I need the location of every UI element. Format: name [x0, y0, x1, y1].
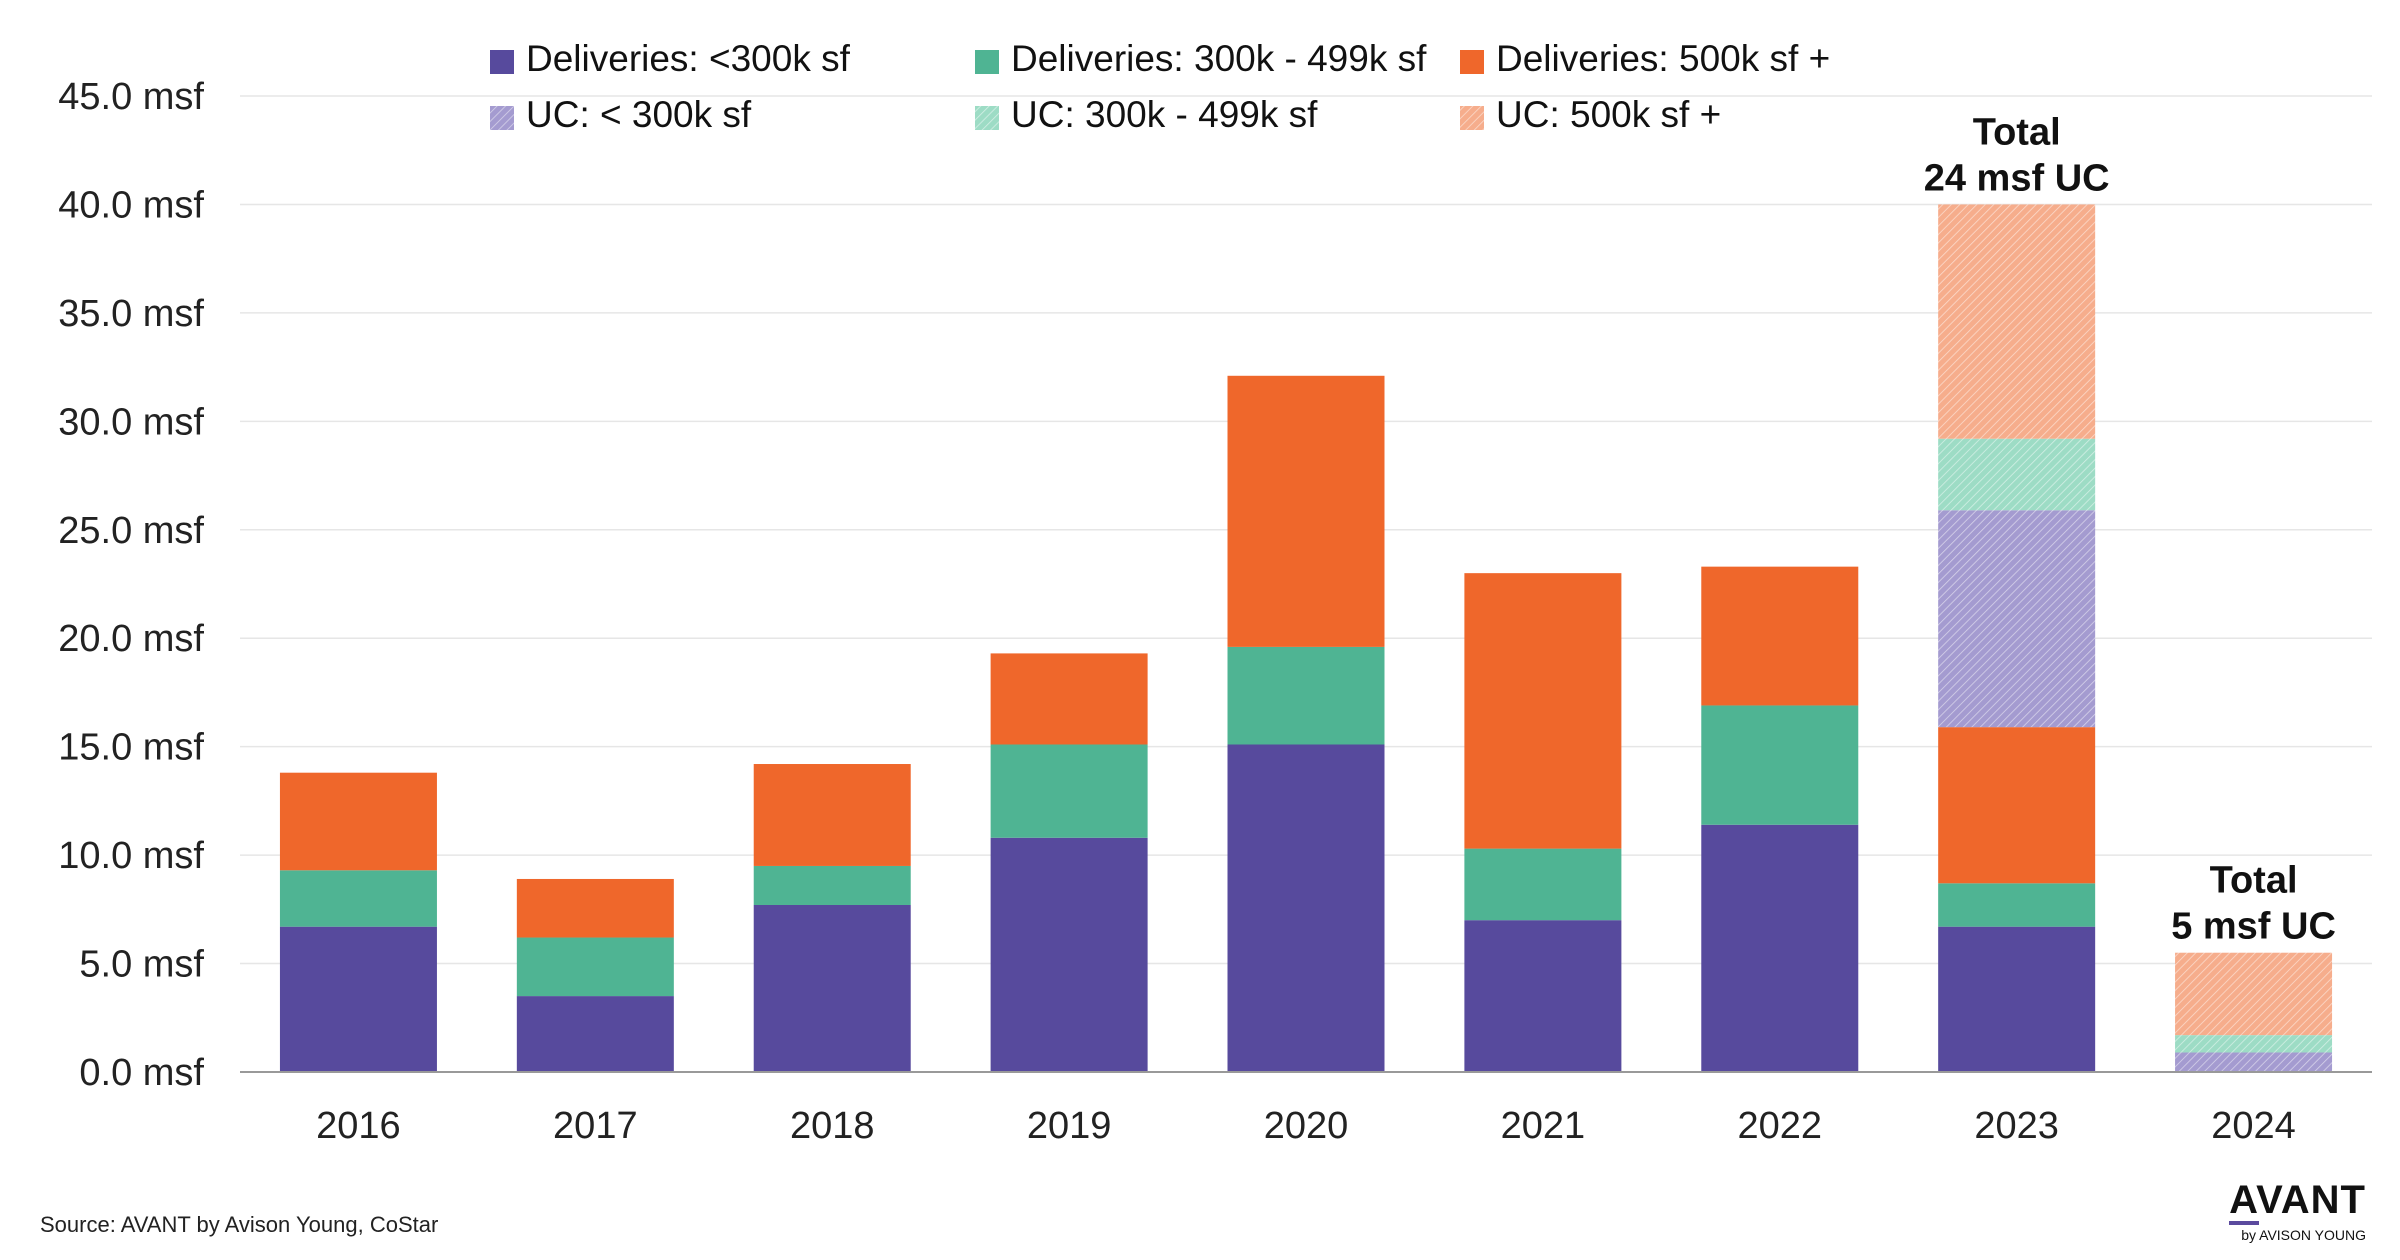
legend-swatch — [490, 50, 514, 74]
legend-label: Deliveries: <300k sf — [526, 38, 851, 79]
bar-segment-del_500-2016 — [279, 772, 437, 871]
bar-segment-del_lt300-2020 — [1227, 744, 1385, 1072]
brand-underline — [2229, 1221, 2260, 1225]
legend-item-uc_lt300: UC: < 300k sf — [490, 94, 752, 135]
y-tick-label: 5.0 msf — [79, 944, 204, 986]
x-tick-label: 2020 — [1264, 1105, 1349, 1147]
y-tick-label: 15.0 msf — [58, 727, 204, 769]
y-tick-label: 25.0 msf — [58, 510, 204, 552]
legend-label: UC: 500k sf + — [1496, 94, 1721, 135]
y-tick-label: 20.0 msf — [58, 618, 204, 660]
bar-segment-uc_lt300-2024 — [2175, 1052, 2333, 1072]
x-tick-label: 2018 — [790, 1105, 875, 1147]
bar-segment-del_lt300-2017 — [516, 996, 674, 1072]
x-axis-ticks: 2016 2017 2018 2019 2020 2021 2022 2023 2024 — [316, 1105, 2296, 1147]
annotation-2024-line-2: 5 msf UC — [2171, 906, 2336, 948]
bar-segment-del_300_499-2016 — [279, 870, 437, 927]
legend-item-del_500: Deliveries: 500k sf + — [1460, 38, 1830, 79]
bar-segment-uc_500-2024 — [2175, 952, 2333, 1036]
legend-swatch — [1460, 106, 1484, 130]
legend-item-del_300_499: Deliveries: 300k - 499k sf — [975, 38, 1427, 79]
bar-group-2018 — [753, 764, 911, 1072]
legend-item-uc_300_499: UC: 300k - 499k sf — [975, 94, 1318, 135]
bar-group-2016 — [279, 772, 437, 1072]
x-tick-label: 2016 — [316, 1105, 401, 1147]
bar-segment-del_lt300-2016 — [279, 926, 437, 1072]
legend-label: Deliveries: 500k sf + — [1496, 38, 1830, 79]
bar-segment-uc_300_499-2024 — [2175, 1035, 2333, 1053]
bar-segment-del_500-2020 — [1227, 375, 1385, 647]
annotation-2023-line-2: 24 msf UC — [1924, 157, 2110, 199]
bar-group-2023 — [1938, 204, 2096, 1072]
bars — [279, 204, 2333, 1072]
brand-subtitle: by AVISON YOUNG — [2241, 1227, 2366, 1243]
bar-segment-del_500-2023 — [1938, 727, 2096, 884]
x-tick-label: 2024 — [2211, 1105, 2296, 1147]
bar-group-2020 — [1227, 375, 1385, 1072]
y-tick-label: 30.0 msf — [58, 401, 204, 443]
brand-name: AVANT — [2229, 1178, 2366, 1222]
bar-segment-del_lt300-2021 — [1464, 920, 1622, 1072]
bar-segment-uc_300_499-2023 — [1938, 438, 2096, 511]
brand-logo: AVANT by AVISON YOUNG — [2229, 1180, 2366, 1243]
bar-segment-del_300_499-2017 — [516, 937, 674, 997]
bar-segment-del_lt300-2022 — [1701, 824, 1859, 1072]
legend-label: UC: 300k - 499k sf — [1011, 94, 1318, 135]
bar-segment-del_300_499-2022 — [1701, 705, 1859, 825]
legend-item-del_lt300: Deliveries: <300k sf — [490, 38, 851, 79]
legend-label: UC: < 300k sf — [526, 94, 752, 135]
legend-label: Deliveries: 300k - 499k sf — [1011, 38, 1427, 79]
legend-item-uc_500: UC: 500k sf + — [1460, 94, 1721, 135]
bar-segment-del_300_499-2019 — [990, 744, 1148, 838]
legend-swatch — [975, 50, 999, 74]
legend-swatch — [975, 106, 999, 130]
legend: Deliveries: <300k sf Deliveries: 300k - 4… — [490, 38, 1830, 135]
bar-segment-del_500-2019 — [990, 653, 1148, 745]
bar-segment-del_300_499-2021 — [1464, 848, 1622, 921]
bar-segment-del_500-2017 — [516, 878, 674, 938]
source-note: Source: AVANT by Avison Young, CoStar — [40, 1212, 439, 1237]
bar-segment-uc_lt300-2023 — [1938, 510, 2096, 728]
bar-segment-del_300_499-2020 — [1227, 646, 1385, 745]
bar-segment-del_500-2021 — [1464, 573, 1622, 849]
x-tick-label: 2023 — [1974, 1105, 2059, 1147]
bar-group-2022 — [1701, 566, 1859, 1072]
bar-segment-del_lt300-2018 — [753, 904, 911, 1072]
legend-swatch — [490, 106, 514, 130]
bar-segment-del_lt300-2019 — [990, 837, 1148, 1072]
y-tick-label: 45.0 msf — [58, 76, 204, 118]
annotation-2023-line-1: Total — [1973, 111, 2061, 153]
bar-segment-uc_500-2023 — [1938, 204, 2096, 439]
y-tick-label: 35.0 msf — [58, 293, 204, 335]
annotation-2024-line-1: Total — [2210, 860, 2298, 902]
x-tick-label: 2019 — [1027, 1105, 1112, 1147]
x-tick-label: 2021 — [1501, 1105, 1586, 1147]
bar-group-2019 — [990, 653, 1148, 1072]
y-tick-label: 0.0 msf — [79, 1052, 204, 1094]
bar-group-2021 — [1464, 573, 1622, 1072]
y-axis-ticks: 0.0 msf 5.0 msf 10.0 msf 15.0 msf 20.0 msf 25… — [58, 76, 204, 1094]
legend-swatch — [1460, 50, 1484, 74]
bar-segment-del_500-2018 — [753, 764, 911, 866]
bar-group-2024 — [2175, 952, 2333, 1072]
bar-segment-del_300_499-2018 — [753, 865, 911, 905]
bar-segment-del_lt300-2023 — [1938, 926, 2096, 1072]
bar-segment-del_500-2022 — [1701, 566, 1859, 706]
bar-segment-del_300_499-2023 — [1938, 883, 2096, 927]
x-tick-label: 2017 — [553, 1105, 638, 1147]
x-tick-label: 2022 — [1738, 1105, 1823, 1147]
y-tick-label: 40.0 msf — [58, 184, 204, 226]
bar-group-2017 — [516, 878, 674, 1072]
y-tick-label: 10.0 msf — [58, 835, 204, 877]
